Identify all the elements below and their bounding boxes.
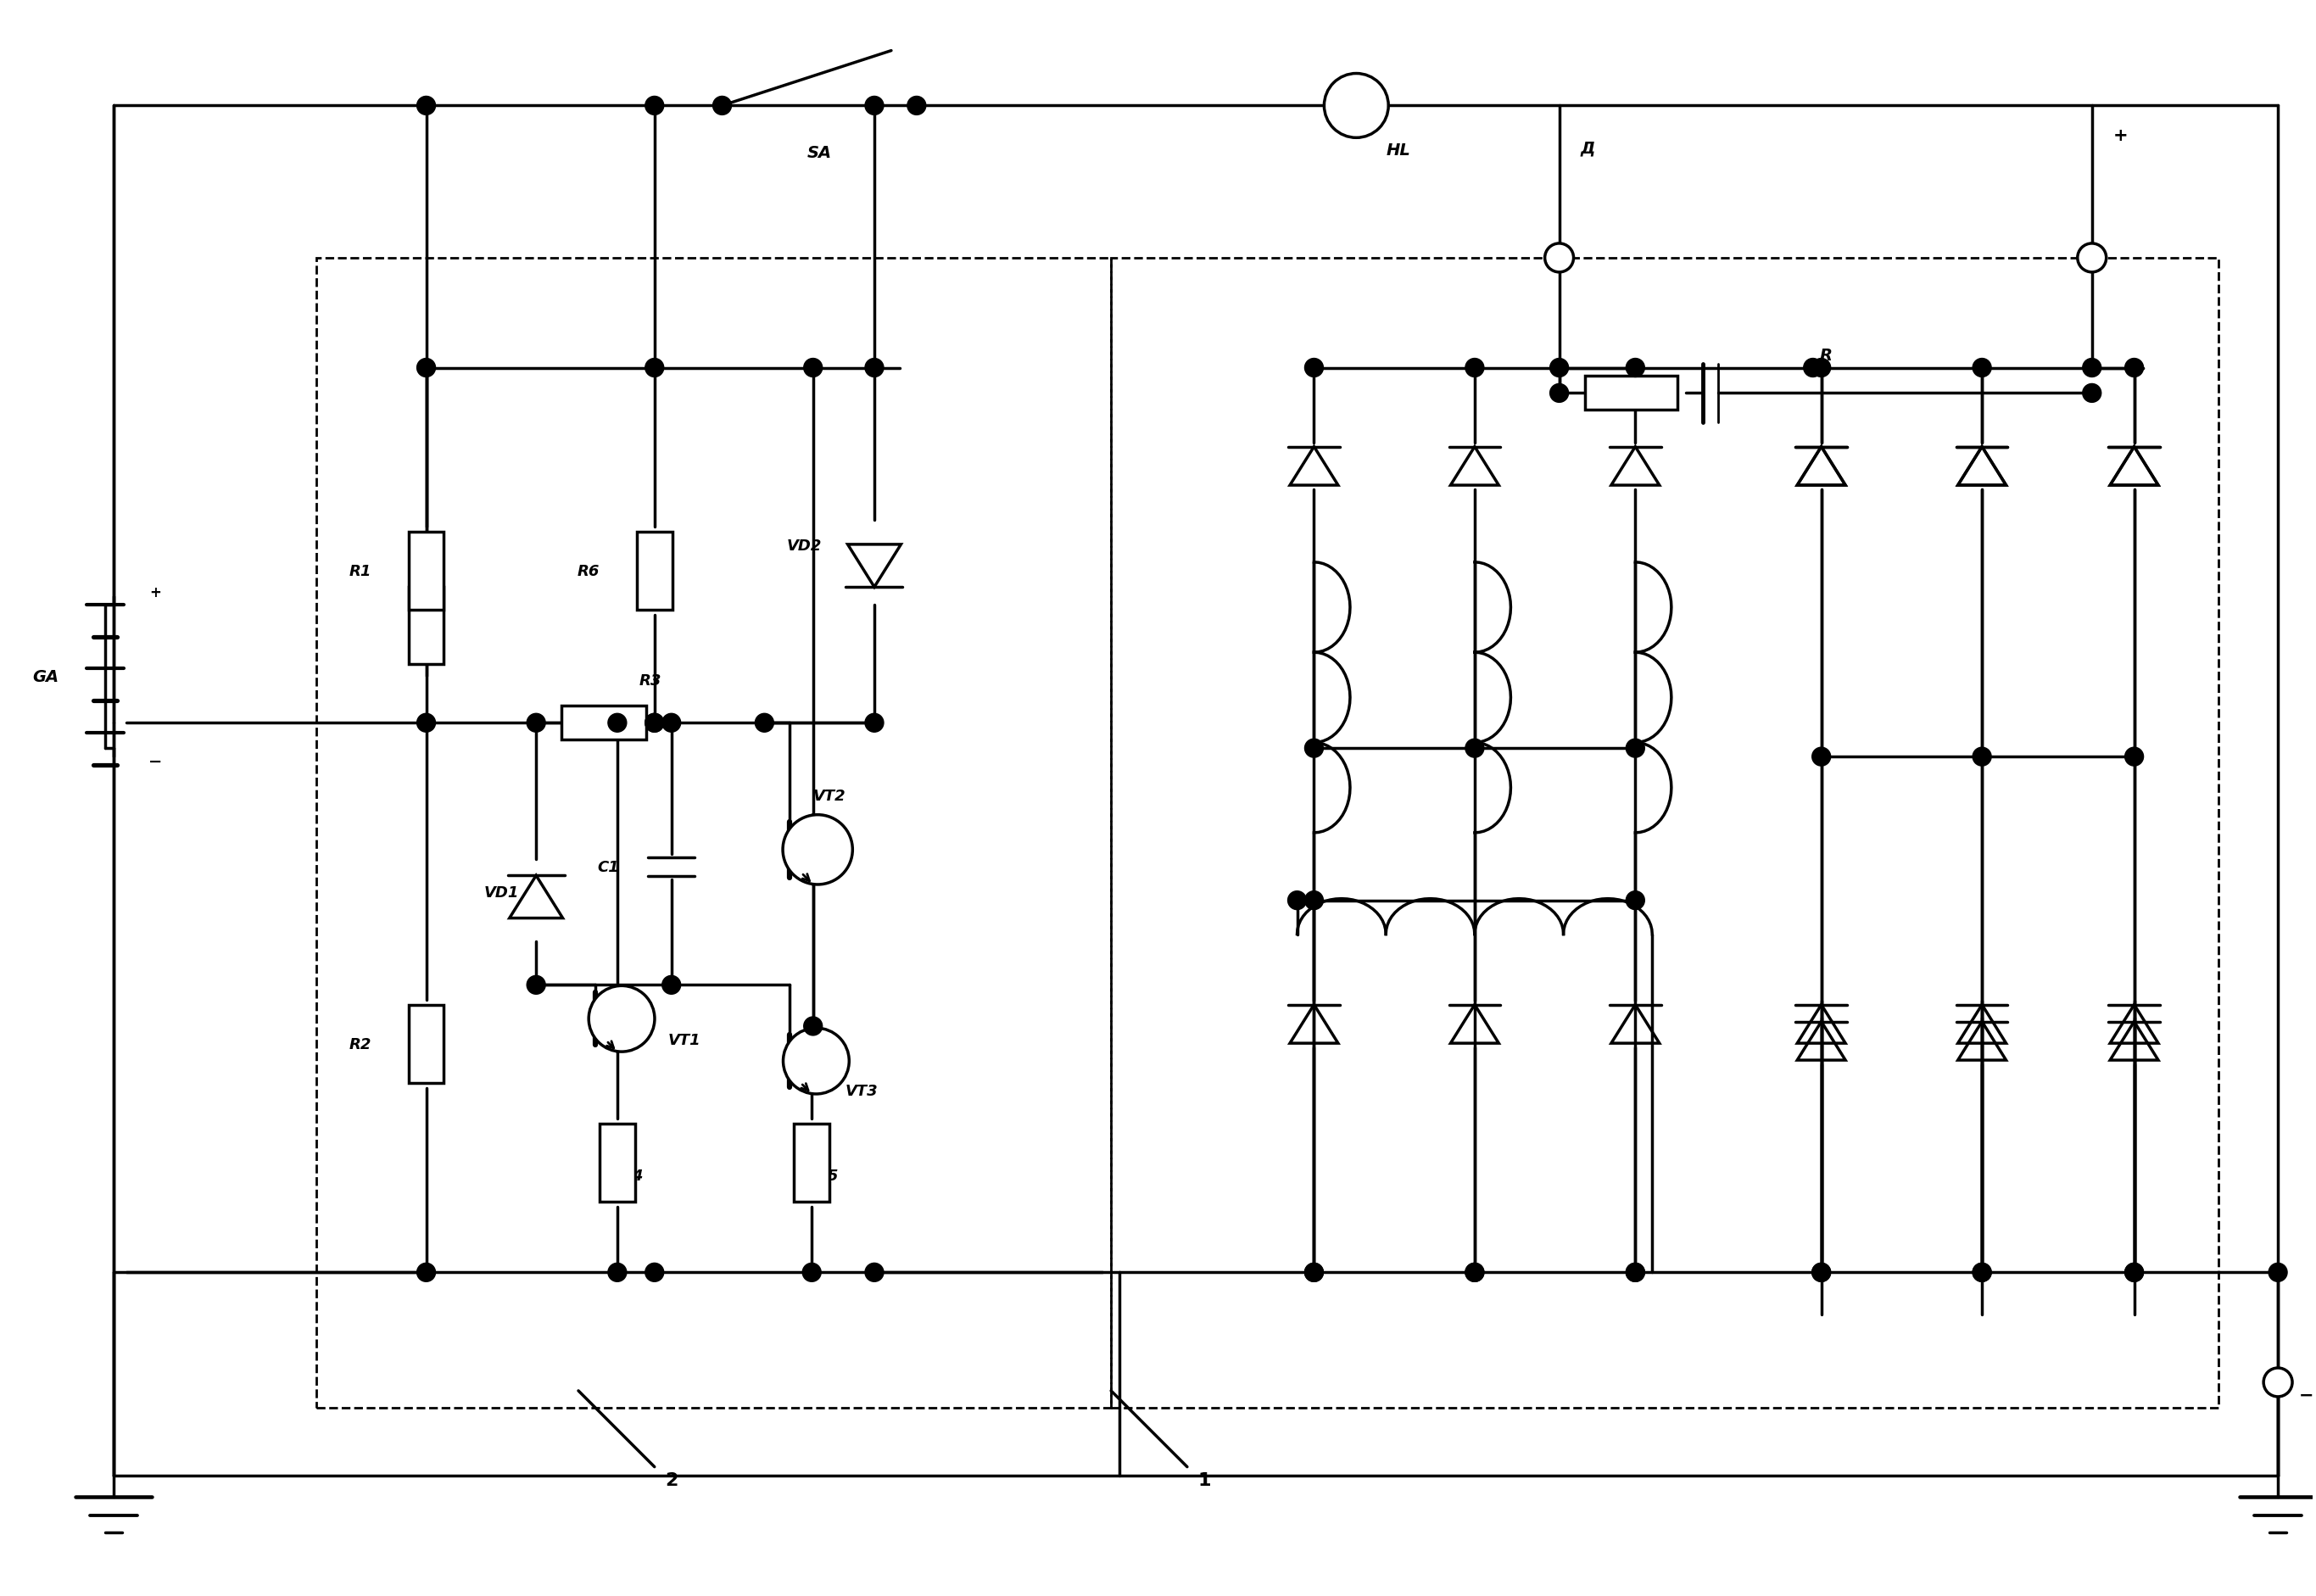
Circle shape	[1549, 385, 1568, 402]
Circle shape	[1811, 747, 1830, 766]
Circle shape	[609, 1262, 628, 1282]
Circle shape	[864, 1262, 885, 1282]
Text: VT1: VT1	[669, 1033, 702, 1047]
Text: Д: Д	[1580, 140, 1596, 156]
Circle shape	[417, 713, 435, 733]
FancyBboxPatch shape	[560, 707, 646, 741]
Circle shape	[783, 816, 852, 884]
Circle shape	[1973, 747, 1992, 766]
Circle shape	[1626, 1262, 1644, 1282]
Circle shape	[526, 713, 544, 733]
Circle shape	[804, 359, 822, 378]
Circle shape	[2124, 1262, 2145, 1282]
Circle shape	[609, 713, 628, 733]
Circle shape	[1811, 1262, 1830, 1282]
Circle shape	[801, 1262, 822, 1282]
Text: R2: R2	[350, 1037, 371, 1052]
Text: SA: SA	[806, 145, 831, 161]
Circle shape	[1549, 359, 1568, 378]
Circle shape	[1811, 359, 1830, 378]
FancyBboxPatch shape	[408, 587, 445, 666]
Circle shape	[804, 1017, 822, 1036]
Circle shape	[417, 359, 435, 378]
Circle shape	[2082, 385, 2101, 402]
Circle shape	[1804, 359, 1823, 378]
Circle shape	[1304, 1262, 1322, 1282]
Circle shape	[1288, 892, 1306, 910]
Text: C1: C1	[598, 859, 618, 875]
Circle shape	[1304, 892, 1322, 910]
Circle shape	[646, 713, 665, 733]
FancyBboxPatch shape	[1584, 377, 1677, 410]
Circle shape	[662, 975, 681, 994]
Circle shape	[2270, 1262, 2288, 1282]
Circle shape	[646, 359, 665, 378]
Text: R: R	[1818, 348, 1832, 364]
Text: VD2: VD2	[787, 538, 822, 554]
Circle shape	[755, 713, 774, 733]
Circle shape	[1626, 739, 1644, 758]
Circle shape	[1626, 359, 1644, 378]
FancyBboxPatch shape	[637, 531, 672, 610]
Circle shape	[526, 975, 544, 994]
Text: −: −	[2300, 1387, 2314, 1403]
Circle shape	[2077, 244, 2105, 273]
Circle shape	[864, 713, 885, 733]
Text: −: −	[148, 753, 162, 769]
Circle shape	[1466, 739, 1485, 758]
Circle shape	[646, 1262, 665, 1282]
Circle shape	[1973, 1262, 1992, 1282]
Circle shape	[1626, 1262, 1644, 1282]
Circle shape	[1466, 359, 1485, 378]
FancyBboxPatch shape	[408, 531, 445, 610]
Circle shape	[1545, 244, 1573, 273]
Circle shape	[2263, 1368, 2293, 1396]
Circle shape	[588, 986, 655, 1052]
Text: R1: R1	[350, 563, 371, 579]
Circle shape	[1304, 359, 1322, 378]
Circle shape	[1466, 1262, 1485, 1282]
Circle shape	[1811, 1262, 1830, 1282]
Circle shape	[864, 97, 885, 115]
Circle shape	[713, 97, 732, 115]
Circle shape	[417, 97, 435, 115]
Circle shape	[2124, 1262, 2145, 1282]
Text: R5: R5	[815, 1168, 838, 1183]
Text: R3: R3	[639, 674, 662, 688]
FancyBboxPatch shape	[600, 1124, 635, 1202]
Circle shape	[646, 713, 665, 733]
Text: VT3: VT3	[845, 1084, 878, 1098]
Text: +: +	[2112, 128, 2128, 144]
Text: 2: 2	[665, 1472, 679, 1487]
Circle shape	[2124, 747, 2145, 766]
Text: HL: HL	[1387, 142, 1410, 158]
Circle shape	[864, 359, 885, 378]
Circle shape	[1626, 892, 1644, 910]
FancyBboxPatch shape	[794, 1124, 829, 1202]
Text: VD1: VD1	[484, 884, 519, 900]
Circle shape	[908, 97, 926, 115]
Text: +: +	[151, 584, 162, 600]
Circle shape	[646, 97, 665, 115]
Circle shape	[2124, 359, 2145, 378]
Text: R4: R4	[621, 1168, 644, 1183]
FancyBboxPatch shape	[408, 1005, 445, 1084]
Text: R6: R6	[577, 563, 600, 579]
Circle shape	[1304, 739, 1322, 758]
Circle shape	[417, 1262, 435, 1282]
Circle shape	[783, 1028, 850, 1095]
Text: 1: 1	[1197, 1472, 1211, 1487]
Circle shape	[1973, 359, 1992, 378]
Circle shape	[662, 713, 681, 733]
Text: GA: GA	[32, 669, 58, 685]
Circle shape	[1304, 1262, 1322, 1282]
Circle shape	[1325, 73, 1387, 139]
Circle shape	[1466, 1262, 1485, 1282]
Circle shape	[1973, 1262, 1992, 1282]
Circle shape	[2082, 359, 2101, 378]
Text: VT2: VT2	[813, 788, 845, 803]
